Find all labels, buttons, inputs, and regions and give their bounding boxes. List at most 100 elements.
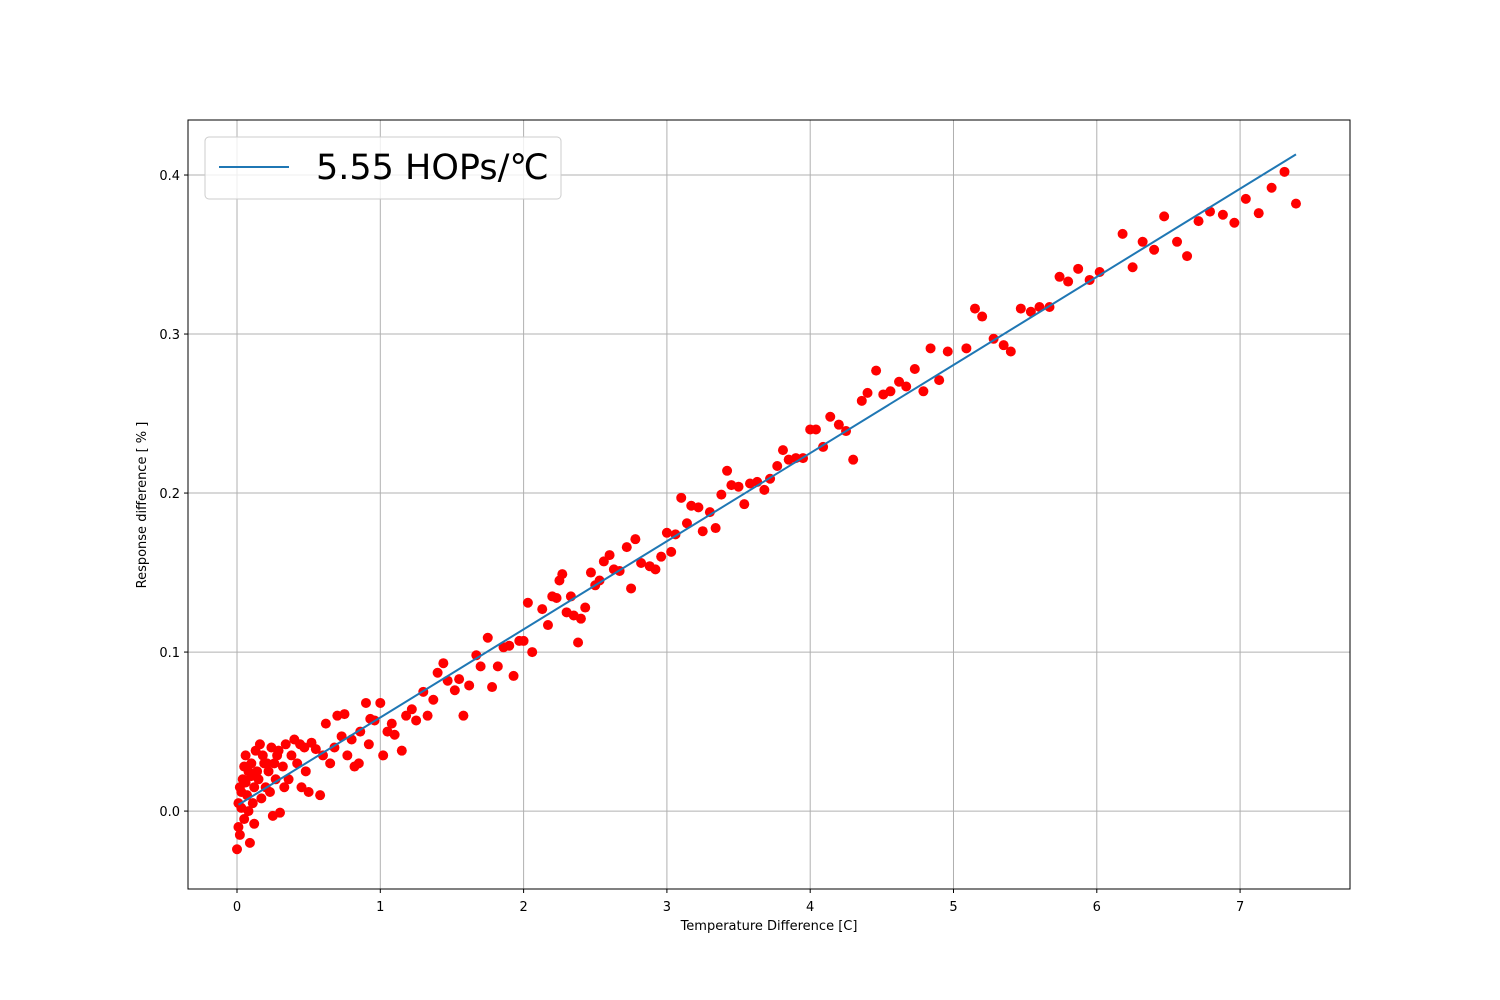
scatter-point	[848, 454, 859, 465]
scatter-point	[234, 829, 245, 840]
scatter-point	[240, 777, 251, 788]
scatter-point	[239, 814, 250, 825]
scatter-point	[262, 758, 273, 769]
scatter-point	[411, 715, 422, 726]
scatter-point	[257, 750, 268, 761]
scatter-point	[243, 806, 254, 817]
x-tick-label: 3	[663, 900, 671, 915]
scatter-point	[977, 311, 988, 322]
scatter-point	[303, 787, 314, 798]
scatter-point	[325, 758, 336, 769]
scatter-point	[871, 365, 882, 376]
scatter-point	[249, 818, 260, 829]
scatter-point	[693, 502, 704, 513]
scatter-point	[240, 750, 251, 761]
scatter-point	[909, 364, 920, 375]
scatter-point	[1266, 182, 1277, 193]
scatter-point	[1025, 306, 1036, 317]
scatter-point	[934, 375, 945, 386]
scatter-point	[969, 303, 980, 314]
y-tick-label: 0.3	[159, 328, 180, 343]
scatter-point	[244, 837, 255, 848]
x-tick-label: 1	[376, 900, 384, 915]
scatter-point	[1172, 236, 1183, 247]
y-tick-label: 0.1	[159, 646, 180, 661]
scatter-point	[862, 387, 873, 398]
scatter-point	[269, 758, 280, 769]
scatter-point	[1127, 262, 1138, 273]
scatter-point	[274, 807, 285, 818]
scatter-point	[527, 647, 538, 658]
scatter-point	[573, 637, 584, 648]
scatter-point	[1290, 198, 1301, 209]
y-tick-label: 0.2	[159, 487, 180, 502]
scatter-point	[254, 739, 265, 750]
scatter-point	[300, 766, 311, 777]
scatter-point	[378, 750, 389, 761]
scatter-point	[777, 445, 788, 456]
scatter-point	[295, 739, 306, 750]
scatter-point	[856, 395, 867, 406]
scatter-point	[1229, 217, 1240, 228]
scatter-point	[604, 550, 615, 561]
scatter-point	[363, 739, 374, 750]
scatter-point	[342, 750, 353, 761]
scatter-point	[386, 718, 397, 729]
scatter-point	[432, 667, 443, 678]
scatter-point	[656, 551, 667, 562]
scatter-point	[598, 556, 609, 567]
y-tick-label: 0.0	[159, 805, 180, 820]
grid	[188, 120, 1350, 889]
scatter-point	[636, 558, 647, 569]
scatter-point	[716, 489, 727, 500]
scatter-point	[585, 567, 596, 578]
scatter-point	[339, 709, 350, 720]
scatter-point	[998, 340, 1009, 351]
scatter-point	[650, 564, 661, 575]
scatter-point	[389, 729, 400, 740]
legend-label: 5.55 HOPs/℃	[316, 148, 549, 188]
scatter-point	[925, 343, 936, 354]
scatter-point	[901, 381, 912, 392]
scatter-point	[522, 597, 533, 608]
x-tick-label: 4	[806, 900, 814, 915]
scatter-point	[894, 376, 905, 387]
scatter-point	[279, 782, 290, 793]
scatter-point	[283, 774, 294, 785]
scatter-point	[739, 499, 750, 510]
scatter-point	[825, 411, 836, 422]
scatter-point	[710, 523, 721, 534]
scatter-point	[454, 674, 465, 685]
legend: 5.55 HOPs/℃	[204, 136, 562, 200]
scatter-point	[487, 682, 498, 693]
scatter-point	[733, 481, 744, 492]
x-tick-label: 6	[1093, 900, 1101, 915]
scatter-point	[256, 793, 267, 804]
scatter-point	[759, 484, 770, 495]
scatter-point	[353, 758, 364, 769]
scatter-point	[464, 680, 475, 691]
scatter-point	[1117, 228, 1128, 239]
scatter-point	[557, 569, 568, 580]
scatter-point	[315, 790, 326, 801]
scatter-point	[401, 710, 412, 721]
scatter-point	[239, 761, 250, 772]
scatter-point	[449, 685, 460, 696]
scatter-point	[722, 465, 733, 476]
scatter-point	[320, 718, 331, 729]
x-tick-label: 0	[233, 900, 241, 915]
scatter-point	[317, 750, 328, 761]
scatter-point	[428, 694, 439, 705]
scatter-point	[492, 661, 503, 672]
scatter-point	[810, 424, 821, 435]
scatter-point	[277, 761, 288, 772]
scatter-point	[475, 661, 486, 672]
scatter-point	[270, 774, 281, 785]
scatter-point	[422, 710, 433, 721]
scatter-point	[406, 704, 417, 715]
scatter-point	[661, 527, 672, 538]
scatter-point	[263, 766, 274, 777]
scatter-point	[247, 798, 258, 809]
scatter-point	[697, 526, 708, 537]
